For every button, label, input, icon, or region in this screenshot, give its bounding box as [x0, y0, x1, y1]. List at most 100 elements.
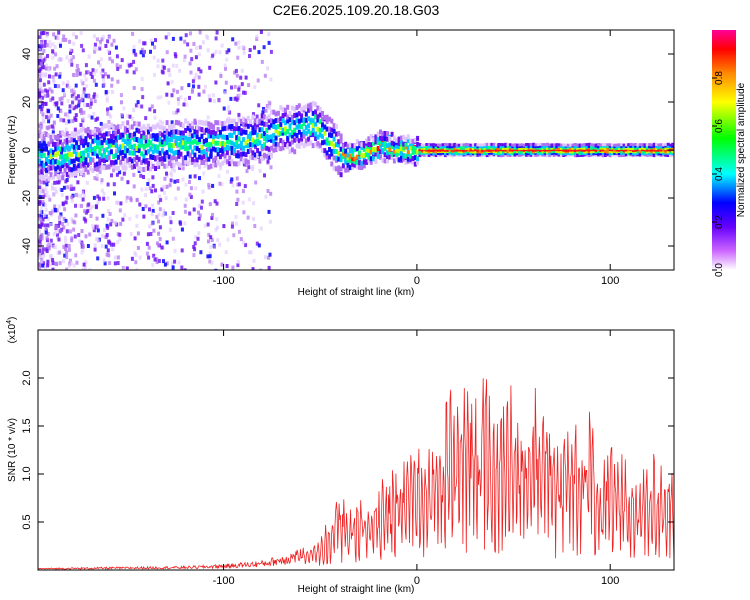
spectrogram-cell: [425, 150, 429, 154]
spectrogram-cell: [553, 146, 556, 150]
spectrogram-cell: [237, 160, 241, 166]
spectrogram-cell: [173, 259, 177, 264]
spectrogram-cell: [506, 150, 510, 154]
spectrogram-cell: [237, 126, 241, 131]
spectrogram-cell: [599, 152, 603, 156]
spectrogram-cell: [587, 154, 591, 158]
spectrogram-cell: [94, 82, 98, 87]
spectrogram-cell: [210, 260, 214, 265]
spectrogram-cell: [140, 139, 144, 145]
spectrogram-cell: [476, 145, 480, 149]
spectrogram-cell: [257, 50, 261, 55]
spectrogram-cell: [300, 124, 304, 130]
spectrogram-cell: [174, 196, 178, 201]
spectrogram-cell: [645, 146, 649, 150]
spectrogram-cell: [149, 154, 153, 160]
spectrogram-cell: [128, 162, 132, 168]
spectrogram-cell: [108, 261, 112, 265]
spectrogram-cell: [265, 134, 269, 140]
spectrogram-cell: [148, 107, 152, 112]
spectrogram-cell: [573, 154, 577, 158]
spectrogram-cell: [158, 160, 162, 166]
spectrogram-cell: [68, 157, 72, 162]
spectrogram-cell: [149, 166, 153, 172]
spectrogram-cell: [51, 133, 55, 139]
spectrogram-cell: [98, 157, 102, 161]
spectrogram-cell: [471, 147, 475, 151]
spectrogram-cell: [62, 92, 66, 96]
spectrogram-cell: [45, 43, 49, 48]
spectrogram-cell: [104, 244, 108, 249]
spectrogram-cell: [68, 104, 72, 109]
spectrogram-cell: [274, 118, 278, 124]
spectrogram-cell: [64, 239, 68, 244]
spectrogram-cell: [154, 155, 157, 161]
spectrogram-cell: [221, 151, 225, 157]
spectrogram-cell: [267, 209, 271, 214]
spectrogram-cell: [51, 141, 55, 147]
spectrogram-cell: [462, 143, 466, 147]
spectrogram-cell: [122, 171, 126, 176]
spectrogram-cell: [53, 84, 57, 88]
spectrogram-cell: [119, 154, 123, 159]
spectrogram-cell: [100, 178, 104, 183]
spectrogram-cell: [161, 70, 165, 75]
spectrogram-cell: [613, 143, 617, 147]
spectrogram-cell: [235, 140, 239, 146]
spectrogram-cell: [81, 81, 85, 86]
spectrogram-cell: [84, 260, 88, 265]
spectrogram-cell: [208, 259, 212, 264]
spectrogram-cell: [432, 143, 436, 147]
spectrogram-cell: [325, 114, 329, 120]
spectrogram-cell: [136, 100, 140, 105]
spectrogram-cell: [163, 152, 167, 158]
spectrogram-cell: [597, 147, 601, 150]
spectrogram-cell: [617, 143, 621, 147]
spectrogram-cell: [78, 71, 82, 76]
spectrogram-cell: [434, 150, 438, 154]
spectrogram-cell: [80, 94, 84, 99]
spectrogram-cell: [188, 152, 192, 158]
spectrogram-cell: [151, 263, 155, 268]
spectrogram-cell: [511, 152, 515, 156]
spectrogram-cell: [295, 143, 299, 149]
spectrogram-cell: [624, 150, 628, 154]
spectrogram-cell: [86, 142, 90, 148]
spectrogram-cell: [119, 201, 123, 206]
spectrogram-cell: [103, 152, 106, 158]
spectrogram-cell: [629, 151, 633, 155]
spectrogram-cell: [474, 150, 478, 154]
spectrogram-cell: [392, 135, 396, 141]
spectrogram-cell: [643, 147, 647, 151]
spectrogram-cell: [188, 174, 192, 179]
spectrogram-cell: [40, 95, 44, 100]
spectrogram-cell: [235, 97, 239, 102]
spectrogram-cell: [94, 117, 98, 122]
spectrogram-cell: [529, 152, 533, 156]
spectrogram-cell: [56, 36, 60, 41]
spectrogram-cell: [102, 191, 106, 196]
spectrogram-cell: [99, 39, 102, 44]
spectrogram-cell: [56, 106, 60, 111]
spectrogram-cell: [230, 118, 234, 124]
spectrogram-cell: [91, 150, 95, 156]
spectrogram-cell: [420, 148, 424, 152]
spectrogram-cell: [64, 37, 68, 42]
spectrogram-cell: [239, 128, 243, 134]
spectrogram-cell: [367, 154, 371, 160]
spectrogram-cell: [652, 150, 656, 154]
spectrogram-cell: [478, 145, 482, 149]
spectrogram-cell: [225, 57, 229, 62]
spectrogram-cell: [444, 152, 447, 156]
spectrogram-cell: [148, 186, 152, 191]
spectrogram-cell: [263, 121, 266, 127]
spectrogram-cell: [237, 85, 241, 90]
spectrogram-cell: [72, 73, 76, 77]
spectrogram-cell: [187, 83, 191, 88]
spectrogram-cell: [242, 158, 246, 164]
spectrogram-cell: [522, 150, 526, 154]
spectrogram-ytick-label: 0: [21, 147, 33, 153]
spectrogram-cell: [392, 158, 396, 164]
spectrogram-cell: [251, 114, 255, 120]
spectrogram-cell: [130, 133, 134, 138]
